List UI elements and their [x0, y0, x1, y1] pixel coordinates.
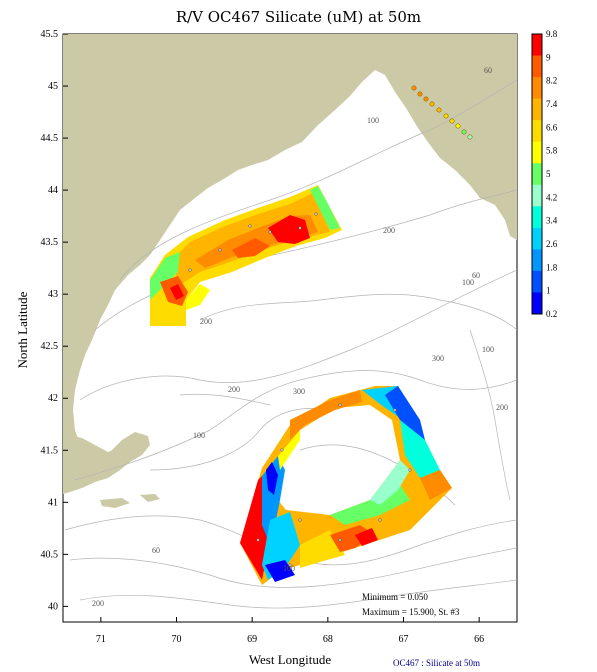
x-tick-label: 67: [399, 634, 409, 645]
x-tick-label: 68: [323, 634, 333, 645]
silicate-region-south: [240, 386, 452, 585]
sample-stations: [188, 212, 412, 567]
footer-caption: OC467 : Silicate at 50m: [393, 658, 480, 668]
colorbar-swatch: [532, 55, 542, 78]
colorbar-label: 5.8: [546, 146, 558, 156]
contour-label: 200: [228, 385, 240, 394]
colorbar-swatch: [532, 292, 542, 315]
map-title: R/V OC467 Silicate (uM) at 50m: [175, 8, 422, 26]
y-tick-label: 44.5: [41, 133, 59, 144]
contour-label: 100: [462, 278, 474, 287]
colorbar-swatch: [532, 184, 542, 207]
x-axis: 71 70 69 68 67 66: [96, 617, 484, 645]
contour-label: 100: [367, 116, 379, 125]
colorbar-label: 3.4: [546, 216, 558, 226]
colorbar-swatch: [532, 227, 542, 250]
land-maine-coast: [63, 34, 517, 494]
minimum-stat: Minimum = 0.050: [362, 592, 428, 602]
colorbar-label: 8.2: [546, 76, 557, 86]
contour-label: 200: [200, 317, 212, 326]
colorbar-label: 2.6: [546, 239, 558, 249]
contour-label: 60: [152, 546, 160, 555]
colorbar-label: 4.2: [546, 192, 557, 202]
contour-label: 60: [472, 271, 480, 280]
x-tick-label: 71: [96, 634, 106, 645]
contour-label: 300: [432, 354, 444, 363]
y-axis: 45.5 45 44.5 44 43.5 43 42.5 42 41.5 41 40.5 40: [41, 29, 68, 612]
land-cape-cod: [70, 435, 130, 466]
y-tick-label: 41.5: [41, 445, 59, 456]
colorbar-label: 5: [546, 169, 551, 179]
colorbar-label: 9.8: [546, 29, 558, 39]
y-tick-label: 42.5: [41, 341, 59, 352]
contour-label: 100: [482, 345, 494, 354]
contour-label: 200: [496, 403, 508, 412]
colorbar-swatch: [532, 270, 542, 293]
contour-label: 100: [193, 431, 205, 440]
colorbar-swatch: [532, 77, 542, 100]
colorbar-swatch: [532, 120, 542, 143]
colorbar-label: 0.2: [546, 309, 557, 319]
colorbar: 9.8 9 8.2 7.4 6.6 5.8 5 4.2 3.4 2.6 1.8 1 0.2: [531, 29, 558, 319]
contour-label: 300: [293, 387, 305, 396]
colorbar-swatch: [532, 249, 542, 272]
y-tick-label: 41: [48, 497, 58, 508]
contour-label: 200: [383, 226, 395, 235]
y-tick-label: 44: [48, 185, 58, 196]
colorbar-label: 7.4: [546, 99, 558, 109]
colorbar-swatch: [532, 163, 542, 186]
y-tick-label: 40: [48, 601, 58, 612]
x-axis-label: West Longitude: [249, 652, 332, 667]
colorbar-swatch: [532, 141, 542, 164]
contour-label: 100: [283, 564, 295, 573]
x-tick-label: 66: [474, 634, 484, 645]
colorbar-label: 6.6: [546, 122, 558, 132]
colorbar-swatch: [532, 206, 542, 229]
colorbar-label: 1: [546, 286, 551, 296]
y-axis-label: North Latitude: [15, 291, 30, 368]
y-tick-label: 43: [48, 289, 58, 300]
land-islands: [100, 494, 160, 508]
colorbar-label: 1.8: [546, 262, 558, 272]
y-tick-label: 42: [48, 393, 58, 404]
transect-stations: [411, 85, 473, 140]
colorbar-frame: [531, 33, 543, 315]
colorbar-swatch: [532, 98, 542, 121]
silicate-region-north: [150, 185, 342, 326]
y-tick-label: 45.5: [41, 29, 59, 40]
colorbar-swatch: [532, 34, 542, 57]
y-tick-label: 40.5: [41, 549, 59, 560]
x-tick-label: 70: [172, 634, 182, 645]
y-tick-label: 45: [48, 81, 58, 92]
maximum-stat: Maximum = 15.900, St. #3: [362, 607, 460, 617]
colorbar-label: 9: [546, 52, 551, 62]
contour-label: 60: [484, 66, 492, 75]
x-tick-label: 69: [247, 634, 257, 645]
land-nova-scotia: [468, 90, 517, 152]
y-tick-label: 43.5: [41, 237, 59, 248]
contour-label: 200: [92, 599, 104, 608]
